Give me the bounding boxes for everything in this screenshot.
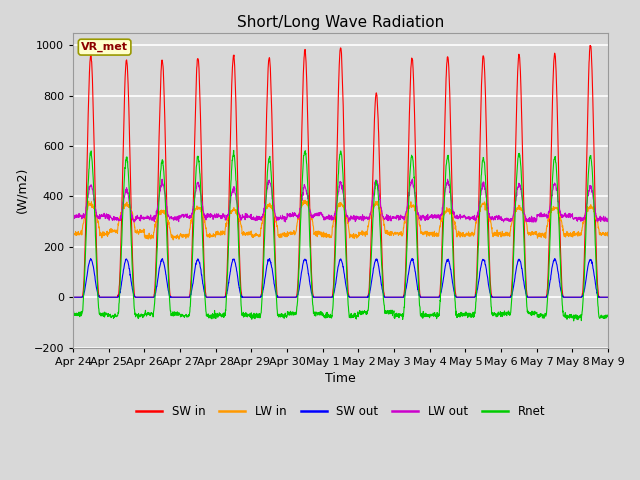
- LW in: [497, 229, 504, 235]
- SW in: [557, 255, 564, 261]
- X-axis label: Time: Time: [325, 372, 356, 385]
- LW out: [604, 217, 612, 223]
- Title: Short/Long Wave Radiation: Short/Long Wave Radiation: [237, 15, 444, 30]
- Rnet: [230, 147, 237, 153]
- Text: VR_met: VR_met: [81, 42, 128, 52]
- Rnet: [69, 312, 77, 318]
- SW out: [604, 294, 612, 300]
- SW out: [69, 294, 77, 300]
- LW out: [356, 216, 364, 222]
- Rnet: [218, 312, 226, 318]
- LW in: [557, 217, 565, 223]
- Line: LW in: LW in: [73, 200, 608, 240]
- SW out: [496, 294, 504, 300]
- SW out: [557, 288, 565, 294]
- Line: SW out: SW out: [73, 259, 608, 297]
- Y-axis label: (W/m2): (W/m2): [15, 167, 28, 213]
- Rnet: [356, 311, 364, 317]
- LW in: [69, 232, 77, 238]
- SW in: [218, 294, 226, 300]
- SW in: [572, 294, 579, 300]
- SW out: [367, 279, 375, 285]
- Line: LW out: LW out: [73, 179, 608, 222]
- Rnet: [496, 311, 504, 316]
- Rnet: [570, 318, 577, 324]
- LW out: [408, 176, 416, 182]
- Rnet: [557, 278, 565, 284]
- SW in: [356, 294, 364, 300]
- LW out: [530, 219, 538, 225]
- LW in: [604, 232, 612, 238]
- Legend: SW in, LW in, SW out, LW out, Rnet: SW in, LW in, SW out, LW out, Rnet: [131, 401, 550, 423]
- SW in: [69, 294, 77, 300]
- LW in: [356, 229, 364, 235]
- SW out: [572, 294, 580, 300]
- LW in: [368, 209, 376, 215]
- SW in: [367, 223, 375, 229]
- LW in: [219, 228, 227, 234]
- LW out: [218, 216, 226, 221]
- LW out: [572, 215, 580, 220]
- LW out: [496, 216, 504, 222]
- LW in: [301, 197, 309, 203]
- SW out: [356, 294, 364, 300]
- Rnet: [368, 242, 376, 248]
- SW in: [586, 43, 594, 48]
- Line: Rnet: Rnet: [73, 150, 608, 321]
- LW in: [572, 231, 580, 237]
- Line: SW in: SW in: [73, 46, 608, 297]
- SW out: [408, 256, 416, 262]
- SW in: [496, 294, 504, 300]
- LW out: [69, 211, 77, 217]
- LW out: [557, 212, 565, 218]
- LW in: [170, 237, 177, 243]
- LW out: [367, 204, 375, 209]
- SW in: [604, 294, 612, 300]
- Rnet: [572, 314, 580, 320]
- Rnet: [604, 312, 612, 318]
- SW out: [218, 294, 226, 300]
